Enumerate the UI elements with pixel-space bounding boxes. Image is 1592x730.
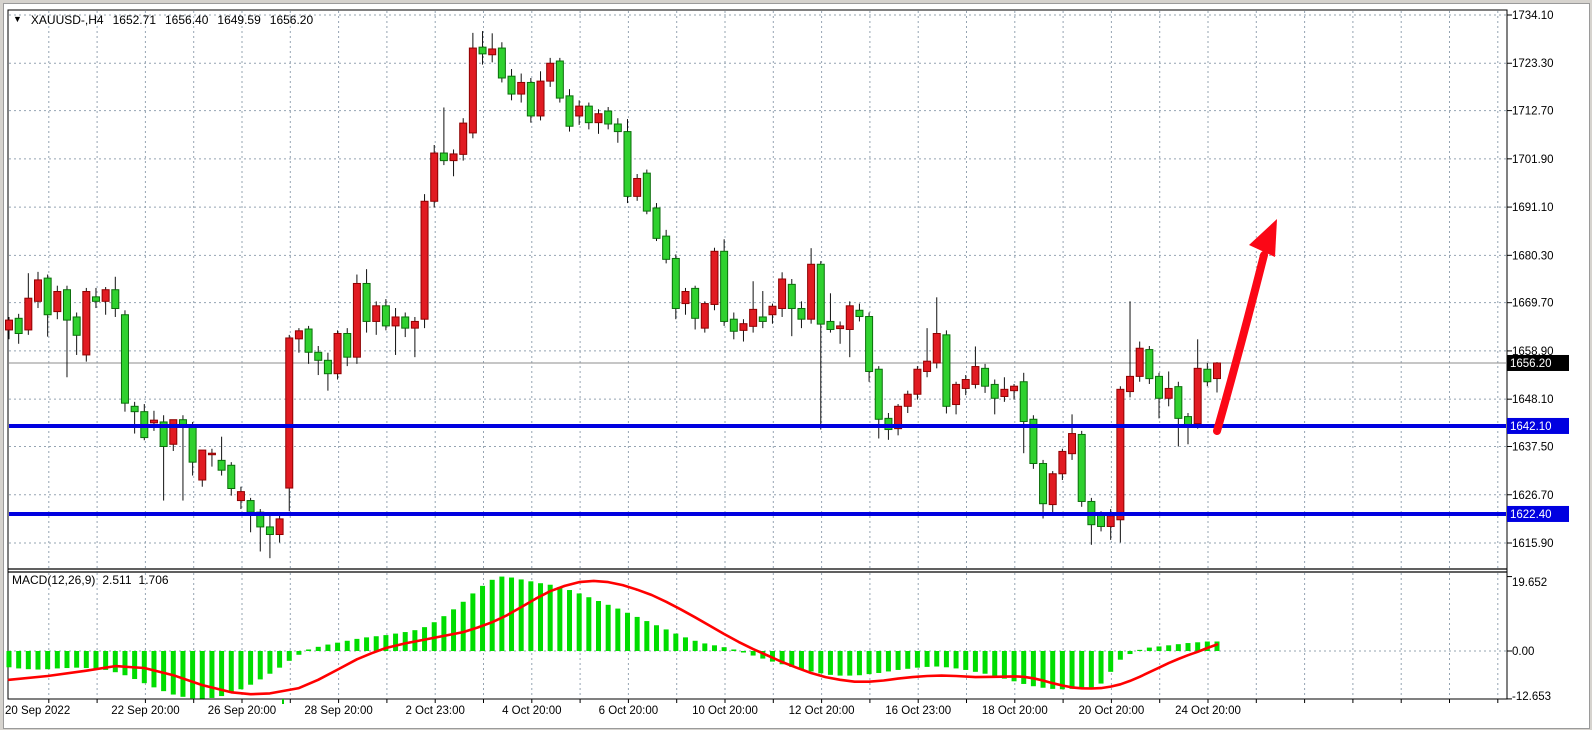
close-value: 1656.20 (269, 13, 314, 27)
trend-arrow-head[interactable] (1249, 219, 1277, 257)
support-price-tag-2-bg (1507, 505, 1569, 522)
low-value: 1649.59 (217, 13, 261, 27)
price-axis-label: 1615.90 (1512, 538, 1554, 550)
macd-indicator-label: MACD(12,26,9) 2.511 1.706 (12, 573, 169, 587)
price-axis-label: 1734.10 (1512, 10, 1554, 22)
trend-arrow-shaft[interactable] (1213, 251, 1268, 435)
price-axis-label: 1648.10 (1512, 394, 1554, 406)
time-axis: 20 Sep 2022 22 Sep 20:00 26 Sep 20:00 28 Se… (5, 699, 1499, 717)
macd-axis-label: 0.00 (1512, 646, 1534, 658)
time-axis-label: 18 Oct 20:00 (982, 705, 1048, 717)
chart-title: ▼ XAUUSD-,H4 1652.71 1656.40 1649.59 165… (13, 13, 313, 27)
price-axis: 1734.10 1723.30 1712.70 1701.90 1691.10 1680.… (1507, 10, 1554, 550)
time-axis-label: 20 Sep 2022 (5, 705, 70, 717)
time-axis-label: 22 Sep 20:00 (111, 705, 179, 717)
high-value: 1656.40 (165, 13, 209, 27)
support-price-tag-2: 1622.40 (1510, 509, 1552, 521)
vertical-gridlines (48, 11, 1499, 698)
dropdown-icon[interactable]: ▼ (13, 14, 22, 24)
price-axis-label: 1680.30 (1512, 250, 1554, 262)
time-axis-label: 20 Oct 20:00 (1078, 705, 1144, 717)
price-axis-label: 1723.30 (1512, 58, 1554, 70)
time-axis-label: 4 Oct 20:00 (502, 705, 561, 717)
plot-area (7, 9, 1508, 700)
time-axis-label: 24 Oct 20:00 (1175, 705, 1241, 717)
price-axis-label: 1637.50 (1512, 442, 1554, 454)
time-axis-label: 10 Oct 20:00 (692, 705, 758, 717)
time-axis-label: 6 Oct 20:00 (599, 705, 658, 717)
time-axis-label: 28 Sep 20:00 (304, 705, 372, 717)
price-axis-label: 1626.70 (1512, 490, 1554, 502)
price-axis-label: 1712.70 (1512, 106, 1554, 118)
price-axis-label: 1658.90 (1512, 346, 1554, 358)
candlestick-series (5, 31, 1221, 559)
time-axis-label: 12 Oct 20:00 (789, 705, 855, 717)
time-axis-label: 26 Sep 20:00 (208, 705, 276, 717)
time-axis-label: 2 Oct 23:00 (405, 705, 464, 717)
current-price-tag: 1656.20 (1510, 358, 1552, 370)
price-axis-label: 1701.90 (1512, 154, 1554, 166)
macd-name: MACD(12,26,9) (12, 573, 96, 587)
current-price-tag-bg (1507, 354, 1569, 371)
macd-signal-line (7, 579, 1219, 696)
support-price-tag-1-bg (1507, 417, 1569, 434)
macd-axis-label: 19.652 (1512, 577, 1547, 589)
macd-main-value: 2.511 (102, 573, 132, 587)
macd-signal-value: 1.706 (138, 573, 169, 587)
price-axis-label: 1691.10 (1512, 202, 1554, 214)
time-axis-label: 16 Oct 23:00 (885, 705, 951, 717)
symbol-period-label: XAUUSD-,H4 (30, 13, 104, 27)
price-axis-label: 1669.70 (1512, 298, 1554, 310)
support-price-tag-1: 1642.10 (1510, 421, 1552, 433)
open-value: 1652.71 (112, 13, 156, 27)
macd-axis-label: -12.653 (1512, 691, 1551, 703)
